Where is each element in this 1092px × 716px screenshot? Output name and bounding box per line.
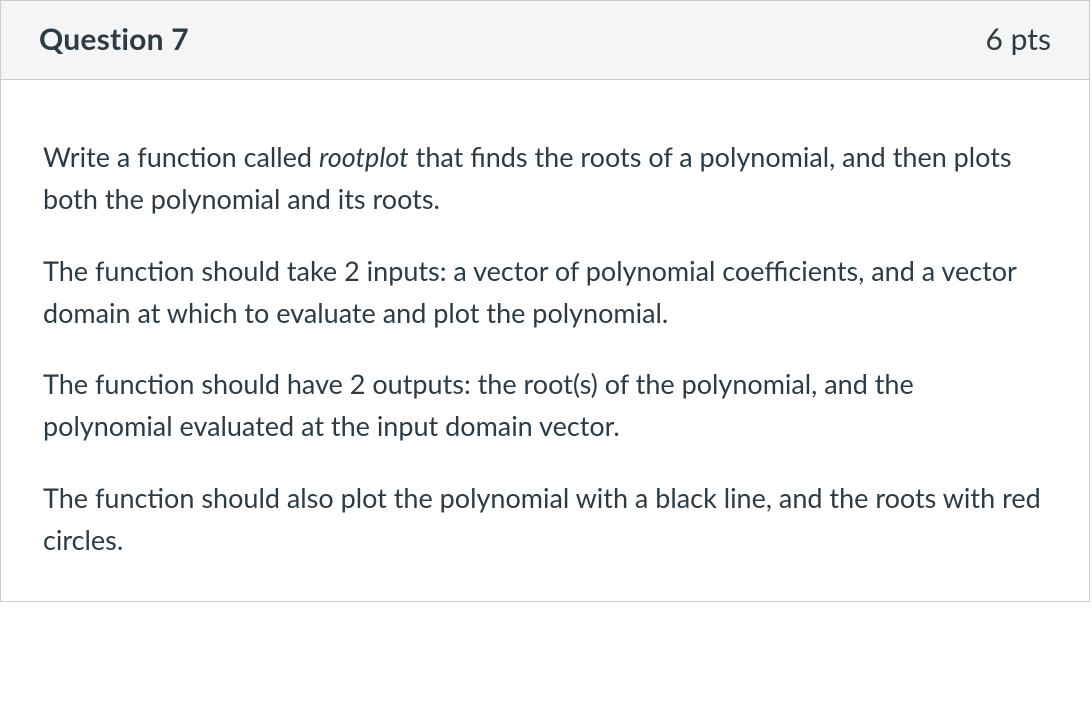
question-points: 6 pts	[986, 21, 1051, 57]
question-body: Write a function called rootplot that fi…	[1, 80, 1089, 601]
question-card: Question 7 6 pts Write a function called…	[0, 0, 1090, 602]
question-header: Question 7 6 pts	[1, 0, 1089, 80]
question-paragraph-2: The function should take 2 inputs: a vec…	[43, 250, 1047, 334]
question-paragraph-1: Write a function called rootplot that fi…	[43, 136, 1047, 220]
question-paragraph-4: The function should also plot the polyno…	[43, 477, 1047, 561]
question-title: Question 7	[39, 21, 189, 57]
function-name: rootplot	[319, 140, 409, 173]
question-paragraph-3: The function should have 2 outputs: the …	[43, 363, 1047, 447]
paragraph-text: Write a function called	[43, 140, 319, 173]
